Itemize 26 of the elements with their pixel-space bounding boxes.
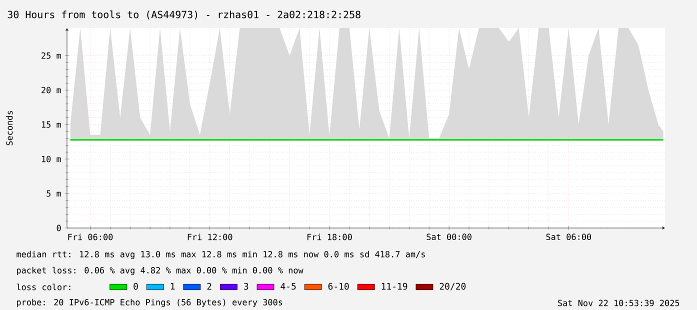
y-tick-label: 15 m (42, 121, 61, 128)
y-tick-label: 10 m (42, 156, 61, 162)
x-tick-label: Fri 12:00 (188, 234, 232, 240)
y-tick-label: 20 m (42, 86, 61, 94)
text: median rtt: 12.8 ms avg 13.0 ms max 12.8 ms min 12.8 ms now 0.0 ms sd 418.7 am/s (16, 250, 425, 260)
text: probe: 20 IPv6-ICMP Echo Pings (56 Bytes) every 300s (16, 298, 282, 308)
text: packet loss: 0.06 % avg 4.82 % max 0.00 % min 0.00 % now (16, 266, 304, 276)
x-tick-label: Fri 18:00 (307, 234, 352, 240)
x-tick-label: Fri 06:00 (68, 234, 113, 240)
x-tick-label: Sat 00:00 (426, 234, 472, 240)
legend-title: loss color: (16, 284, 70, 290)
y-tick-label: 5 m (46, 190, 61, 197)
legend-label: 3 (244, 282, 248, 290)
legend-label: 6-10 (328, 282, 349, 290)
y-tick-label: 0 (56, 224, 61, 232)
legend-label: 1 (170, 282, 175, 290)
y-tick-label: 25 m (42, 52, 61, 59)
legend-label: 0 (134, 282, 138, 290)
text: Sat Nov 22 10:53:39 2025 (558, 300, 680, 306)
chart-title: 30 Hours from tools to (AS44973) - rzhas01 - 2a02:218:2:258 (8, 10, 360, 20)
legend-label: 2 (207, 282, 212, 290)
legend-label: 4-5 (280, 282, 296, 290)
legend-label: 20/20 (440, 282, 466, 290)
x-tick-label: Sat 06:00 (546, 234, 592, 240)
y-axis-title: Seconds (6, 110, 13, 146)
legend-label: 11-19 (382, 282, 408, 290)
